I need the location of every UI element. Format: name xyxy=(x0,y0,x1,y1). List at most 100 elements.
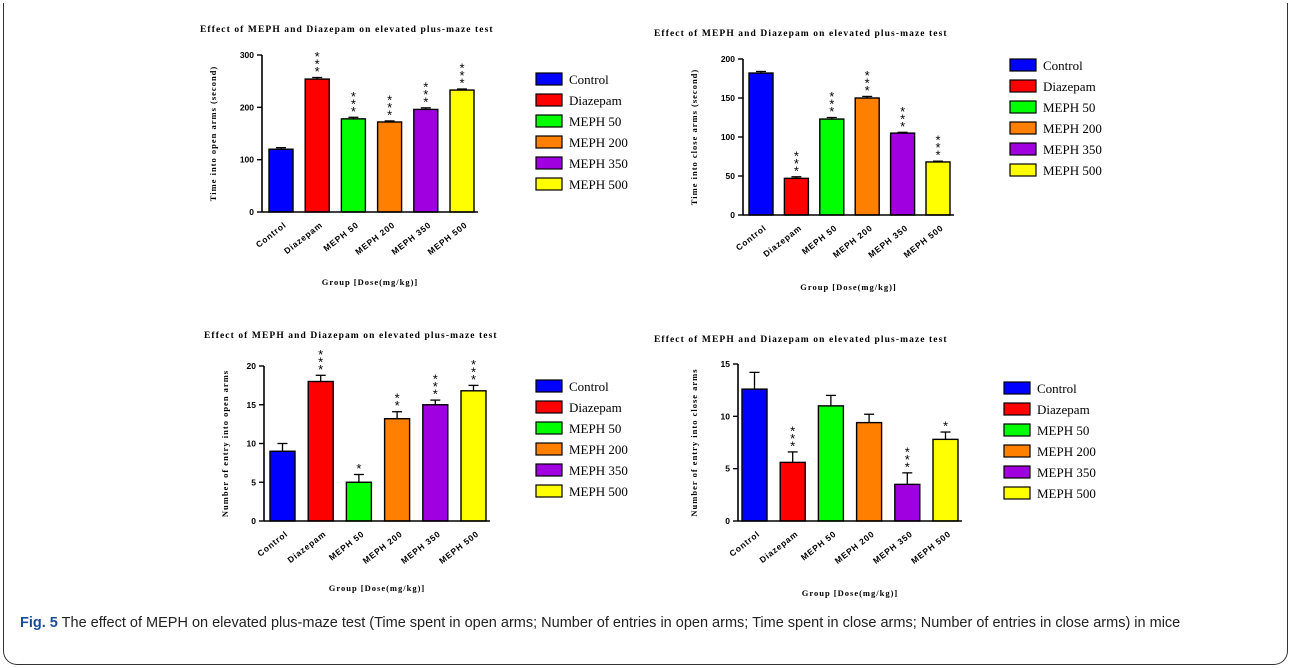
legend-swatch xyxy=(535,463,563,477)
legend-swatch xyxy=(535,421,563,435)
legend-swatch xyxy=(535,177,563,191)
legend-swatch xyxy=(535,442,563,456)
significance-marker: *** xyxy=(315,49,320,79)
legend-swatch xyxy=(1009,58,1037,72)
y-tick-label: 10 xyxy=(247,439,257,449)
significance-marker: *** xyxy=(471,357,476,387)
bar xyxy=(269,450,296,522)
bar xyxy=(413,108,439,213)
legend-swatch xyxy=(535,135,563,149)
category-label: Diazepam xyxy=(285,529,327,565)
y-tick-label: 0 xyxy=(730,210,735,220)
legend-label: MEPH 350 xyxy=(569,463,628,478)
y-tick-label: 5 xyxy=(251,477,256,487)
category-label: Diazepam xyxy=(282,220,324,256)
y-tick-label: 0 xyxy=(725,516,730,526)
chart-title: Effect of MEPH and Diazepam on elevated … xyxy=(654,335,948,345)
chart-3: Effect of MEPH and Diazepam on elevated … xyxy=(204,331,628,593)
legend-swatch xyxy=(1009,79,1037,93)
significance-marker: * xyxy=(356,461,361,476)
legend-label: MEPH 500 xyxy=(1037,486,1096,501)
chart-4: Effect of MEPH and Diazepam on elevated … xyxy=(654,335,1096,598)
bar xyxy=(925,161,951,216)
bar xyxy=(340,118,367,213)
legend-swatch xyxy=(1009,121,1037,135)
y-tick-label: 15 xyxy=(247,400,257,410)
category-label: MEPH 200 xyxy=(833,529,877,566)
bar xyxy=(819,118,845,216)
category-label: MEPH 500 xyxy=(902,223,946,260)
legend: Control Diazepam MEPH 50 MEPH 200 MEPH 350 ME… xyxy=(535,72,628,192)
legend-swatch xyxy=(535,156,563,170)
significance-marker: *** xyxy=(905,444,910,474)
bar xyxy=(894,483,921,522)
category-label: MEPH 350 xyxy=(871,529,915,566)
legend-swatch xyxy=(535,114,563,128)
legend-swatch xyxy=(1009,142,1037,156)
legend-label: MEPH 350 xyxy=(1043,142,1102,157)
y-tick-label: 150 xyxy=(721,93,735,103)
category-label: MEPH 500 xyxy=(437,529,481,566)
bar xyxy=(748,72,774,216)
legend-label: MEPH 500 xyxy=(569,177,628,192)
y-tick-label: 0 xyxy=(251,516,256,526)
bar xyxy=(817,405,845,522)
legend-label: Diazepam xyxy=(569,400,622,415)
significance-marker: *** xyxy=(318,347,323,377)
significance-marker: *** xyxy=(794,148,799,178)
category-label: MEPH 350 xyxy=(399,529,443,566)
legend: Control Diazepam MEPH 50 MEPH 200 MEPH 350 ME… xyxy=(1003,381,1096,501)
y-tick-label: 100 xyxy=(721,132,735,142)
bar xyxy=(855,421,883,522)
y-axis-label: Time into close arms (second) xyxy=(689,69,699,206)
bar xyxy=(854,97,880,216)
significance-marker: *** xyxy=(387,92,392,122)
bar xyxy=(345,481,373,522)
significance-marker: *** xyxy=(459,61,464,91)
category-label: Control xyxy=(254,220,288,250)
legend: Control Diazepam MEPH 50 MEPH 200 MEPH 350 ME… xyxy=(535,379,628,499)
category-label: MEPH 200 xyxy=(361,529,405,566)
legend-label: Control xyxy=(569,379,609,394)
category-label: Control xyxy=(255,529,289,559)
bar xyxy=(741,388,768,522)
figure-frame xyxy=(3,3,1288,665)
legend: Control Diazepam MEPH 50 MEPH 200 MEPH 350 ME… xyxy=(1009,58,1102,178)
legend-label: Diazepam xyxy=(1043,79,1096,94)
figure-panels: Effect of MEPH and Diazepam on elevated … xyxy=(200,25,1102,598)
legend-label: Diazepam xyxy=(1037,402,1090,417)
bar xyxy=(889,132,916,216)
legend-label: MEPH 200 xyxy=(569,442,628,457)
x-axis-label: Group [Dose(mg/kg)] xyxy=(322,277,419,287)
legend-swatch xyxy=(535,72,563,86)
legend-label: MEPH 500 xyxy=(569,484,628,499)
y-tick-label: 0 xyxy=(249,207,254,217)
chart-title: Effect of MEPH and Diazepam on elevated … xyxy=(200,25,494,35)
figure-caption: Fig. 5 The effect of MEPH on elevated pl… xyxy=(20,612,1270,634)
category-label: MEPH 500 xyxy=(426,220,470,257)
y-tick-label: 200 xyxy=(721,54,735,64)
category-label: Control xyxy=(734,223,768,253)
chart-title: Effect of MEPH and Diazepam on elevated … xyxy=(654,29,948,39)
bar xyxy=(449,89,475,213)
significance-marker: * xyxy=(943,419,948,434)
significance-marker: *** xyxy=(790,423,795,453)
legend-label: Diazepam xyxy=(569,93,622,108)
bar xyxy=(779,461,806,522)
legend-label: MEPH 500 xyxy=(1043,163,1102,178)
category-label: Diazepam xyxy=(757,529,799,565)
y-tick-label: 20 xyxy=(247,361,257,371)
legend-swatch xyxy=(1003,402,1031,416)
significance-marker: *** xyxy=(865,68,870,98)
legend-swatch xyxy=(1003,465,1031,479)
legend-label: MEPH 50 xyxy=(569,114,621,129)
category-label: MEPH 500 xyxy=(909,529,953,566)
chart-title: Effect of MEPH and Diazepam on elevated … xyxy=(204,331,498,341)
legend-label: MEPH 50 xyxy=(569,421,621,436)
x-axis-label: Group [Dose(mg/kg)] xyxy=(802,588,899,598)
x-axis-label: Group [Dose(mg/kg)] xyxy=(800,282,897,292)
legend-swatch xyxy=(1003,486,1031,500)
y-tick-label: 100 xyxy=(240,155,254,165)
bar xyxy=(783,177,810,216)
legend-label: Control xyxy=(569,72,609,87)
